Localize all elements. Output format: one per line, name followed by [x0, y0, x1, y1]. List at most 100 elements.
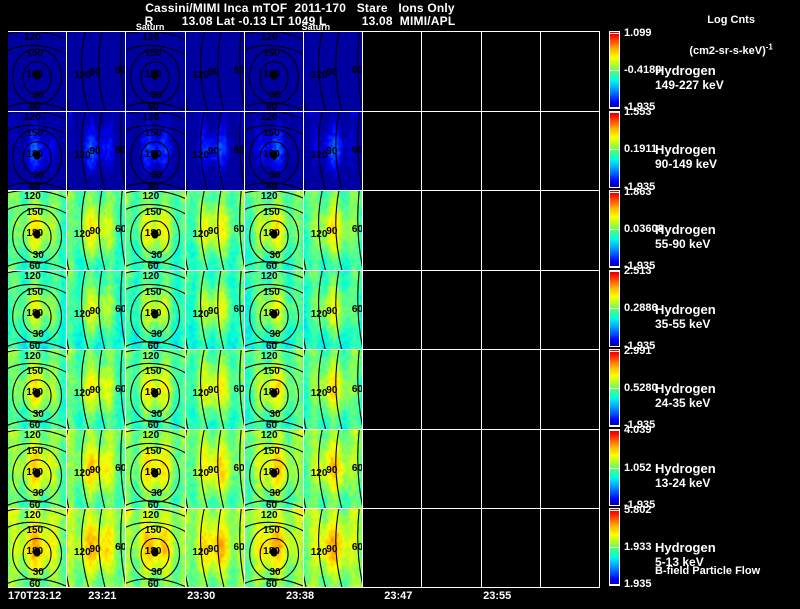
- contour-label: 60: [265, 261, 278, 270]
- spectrogram-row: 1201501803060120906012015018030601209060…: [8, 508, 600, 588]
- colorbar-tick: [609, 191, 620, 193]
- spectrogram-image: [185, 429, 244, 509]
- spectrogram-image-cell: 1201501803060: [8, 32, 68, 111]
- contour-label: 120: [310, 388, 328, 400]
- contour-label: 30: [151, 566, 163, 578]
- contour-label: 30: [269, 90, 281, 102]
- spacecraft-marker: [33, 70, 41, 80]
- spectrogram-empty-cell: [481, 509, 541, 587]
- spectrogram-empty-cell: [422, 191, 482, 270]
- contour-label: 60: [265, 102, 278, 111]
- spectrogram-image: [67, 191, 126, 270]
- contour-label: 150: [144, 286, 162, 298]
- spectrogram-empty-cell: [481, 111, 541, 191]
- contour-label: 60: [115, 383, 127, 395]
- spacecraft-marker: [151, 309, 159, 319]
- spectrogram-image-cell: 1201501803060: [126, 270, 186, 350]
- spectrogram-image-cell: 1201501803060: [8, 270, 68, 350]
- spectrogram-empty-cell: [422, 111, 482, 191]
- contour-label: 120: [142, 350, 160, 362]
- spectrogram-image-cell: 1201501803060: [244, 350, 304, 429]
- colorbar-mid-label: 1.933: [624, 541, 652, 554]
- contour-label: 150: [263, 366, 280, 378]
- colorbar-max-label: 1.553: [624, 106, 652, 119]
- spectrogram-image-cell: 1201501803060: [244, 270, 304, 350]
- colorbar-tick: [609, 425, 620, 427]
- colorbar-tick: [609, 467, 620, 469]
- contour-label: 120: [24, 509, 41, 521]
- contour-label: 120: [310, 229, 328, 241]
- colorbar-tick: [609, 509, 620, 511]
- contour-label: 30: [151, 90, 163, 102]
- spectrogram-empty-cell: [363, 32, 423, 111]
- spacecraft-marker: [270, 70, 278, 80]
- spectrogram-image: [185, 270, 244, 350]
- saturn-label: Saturn: [135, 22, 165, 32]
- contour-label: 150: [263, 47, 280, 59]
- species-name: Hydrogen: [655, 221, 716, 237]
- spectrogram-empty-cell: [363, 111, 423, 191]
- contour-label: 150: [26, 207, 44, 219]
- contour-label: 120: [192, 229, 210, 241]
- spectrogram-empty-cell: [363, 191, 423, 270]
- spacecraft-marker: [151, 388, 159, 398]
- contour-label: 60: [115, 65, 127, 77]
- contour-label: 120: [24, 350, 41, 362]
- contour-label: 30: [151, 169, 163, 181]
- contour-label: 60: [265, 420, 278, 429]
- time-axis: 170T23:12 23:21 23:30 23:38 23:47 23:55: [8, 589, 600, 607]
- contour-label: 120: [24, 270, 41, 282]
- contour-label: 60: [147, 261, 159, 270]
- contour-label: 60: [351, 65, 364, 77]
- species-energy-range: 24-35 keV: [655, 396, 711, 411]
- spectrogram-empty-cell: [422, 270, 482, 350]
- colorbar-tick: [609, 345, 620, 347]
- contour-label: 60: [233, 542, 245, 554]
- colorbar-tick: [609, 149, 620, 151]
- contour-label: 120: [310, 308, 328, 320]
- contour-label: 150: [26, 286, 44, 298]
- colorbar-tick: [609, 32, 620, 34]
- spectrogram-empty-cell: [540, 350, 600, 429]
- contour-label: 150: [263, 207, 280, 219]
- spectrogram-image-cell: 120 90 60: [67, 32, 127, 111]
- colorbar: 1.863 0.03608 -1.935: [609, 186, 664, 272]
- spectrogram-image-cell: 1201501803060: [126, 111, 186, 191]
- colorbar-tick: [609, 308, 620, 310]
- spacecraft-marker: [270, 388, 278, 398]
- contour-label: 120: [310, 149, 328, 161]
- contour-label: 90: [89, 146, 101, 158]
- spectrogram-image-cell: 1201501803060: [126, 509, 186, 587]
- contour-label: 150: [26, 525, 44, 537]
- spectrogram-empty-cell: [481, 350, 541, 429]
- spectrogram-image-cell: 120 90 60: [303, 350, 364, 429]
- contour-label: 120: [24, 430, 41, 442]
- contour-label: 90: [89, 305, 101, 317]
- colorbar-mid-label: 0.03608: [624, 222, 664, 235]
- contour-label: 30: [32, 90, 44, 102]
- spectrogram-empty-cell: [540, 270, 600, 350]
- colorbar-min-label: 1.935: [624, 578, 652, 591]
- contour-label: 90: [326, 66, 338, 78]
- contour-label: 90: [207, 225, 220, 237]
- contour-label: 30: [151, 408, 163, 420]
- contour-label: 90: [207, 543, 220, 555]
- contour-label: 90: [207, 464, 220, 476]
- contour-label: 150: [144, 207, 162, 219]
- spectrogram-image-cell: 120 90 60: [67, 270, 127, 350]
- colorbar: 5.802 1.933 1.935: [609, 504, 652, 590]
- spectrogram-image: [303, 191, 363, 270]
- colorbar-min-label: -1.935: [624, 498, 656, 511]
- contour-label: 60: [147, 181, 159, 191]
- contour-label: 120: [260, 350, 278, 362]
- contour-label: 60: [147, 500, 159, 509]
- contour-label: 90: [326, 464, 338, 476]
- contour-label: 30: [269, 408, 281, 420]
- contour-label: 60: [29, 420, 41, 429]
- spectrogram-image: [303, 429, 363, 509]
- colorbar-tick: [609, 69, 620, 71]
- spectrogram-image-cell: 1201501803060: [126, 32, 186, 111]
- contour-label: 90: [89, 66, 101, 78]
- species-name: Hydrogen: [655, 381, 716, 397]
- colorbar-tick: [609, 266, 620, 268]
